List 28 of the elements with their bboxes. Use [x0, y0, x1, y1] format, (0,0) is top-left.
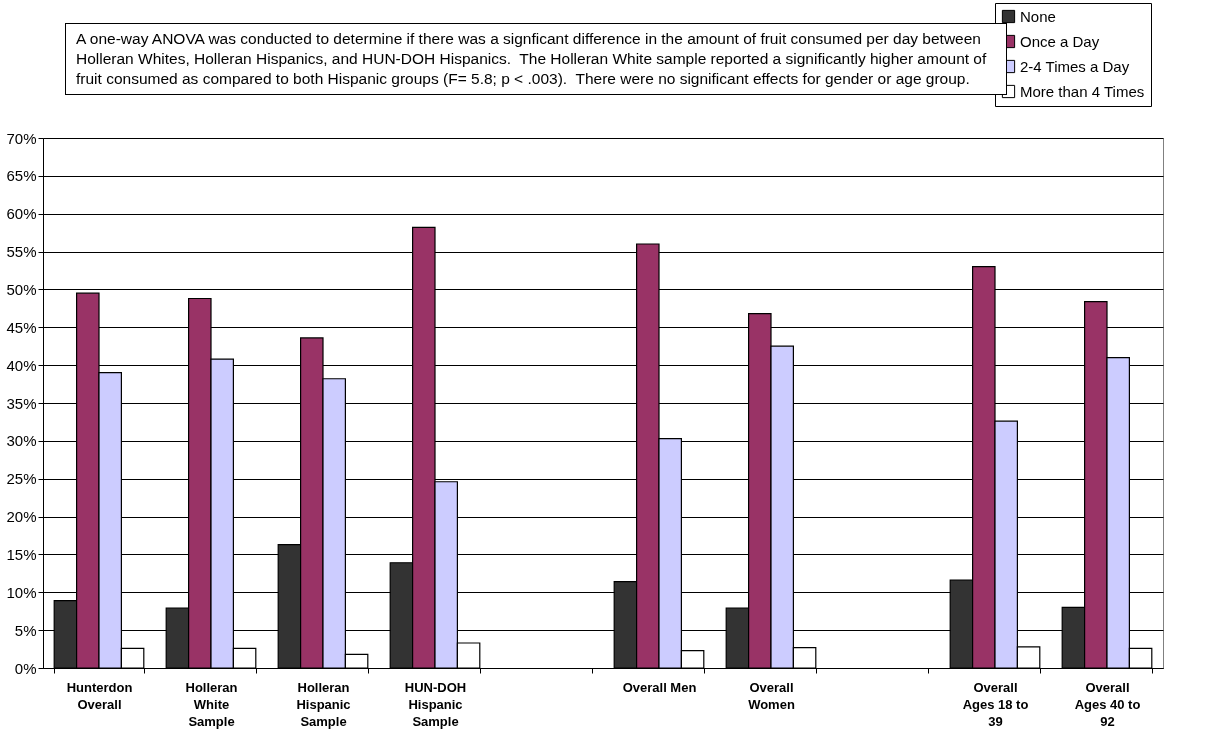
y-tick-label: 50%: [6, 280, 37, 298]
y-tick-label: 30%: [6, 432, 37, 450]
y-tick-label: 25%: [6, 470, 37, 488]
x-tick-label: Overall Women: [748, 679, 795, 712]
x-tick-label: Overall Ages 18 to 39: [962, 679, 1029, 729]
y-tick-label: 20%: [6, 508, 37, 526]
x-tick-label: HUN-DOH Hispanic Sample: [404, 679, 467, 729]
y-tick-label: 60%: [6, 205, 37, 223]
y-tick-label: 70%: [6, 129, 37, 147]
y-tick-label: 0%: [14, 659, 37, 677]
y-tick-label: 10%: [6, 583, 37, 601]
legend-label: More than 4 Times: [1020, 82, 1145, 100]
y-tick-label: 35%: [6, 394, 37, 412]
y-tick-label: 5%: [14, 621, 37, 639]
y-tick-label: 55%: [6, 243, 37, 261]
x-tick-label: Overall Men: [622, 679, 697, 695]
legend-label: None: [1020, 7, 1056, 25]
y-tick-label: 40%: [6, 356, 37, 374]
x-tick-label: Overall Ages 40 to 92: [1074, 679, 1141, 729]
y-tick-label: 15%: [6, 545, 37, 563]
legend-label: Once a Day: [1020, 32, 1100, 50]
x-tick-label: Holleran Hispanic Sample: [296, 679, 351, 729]
x-tick-label: Holleran White Sample: [185, 679, 238, 729]
legend-label: 2-4 Times a Day: [1020, 57, 1130, 75]
x-tick-label: Hunterdon Overall: [66, 679, 133, 712]
y-tick-label: 65%: [6, 167, 37, 185]
y-tick-label: 45%: [6, 318, 37, 336]
text: A one-way ANOVA was conducted to determine if there was a signficant difference in the amount of fruit consumed per day between Holleran Whites, Holleran Hispanics, and HUN-DOH Hispanics. The Holleran White sample reported a significantly higher amount of fruit consumed as compared to both Hispanic groups (F= 5.8; p < .003). There were no significant effects for gender or age group.: [65, 23, 1007, 95]
